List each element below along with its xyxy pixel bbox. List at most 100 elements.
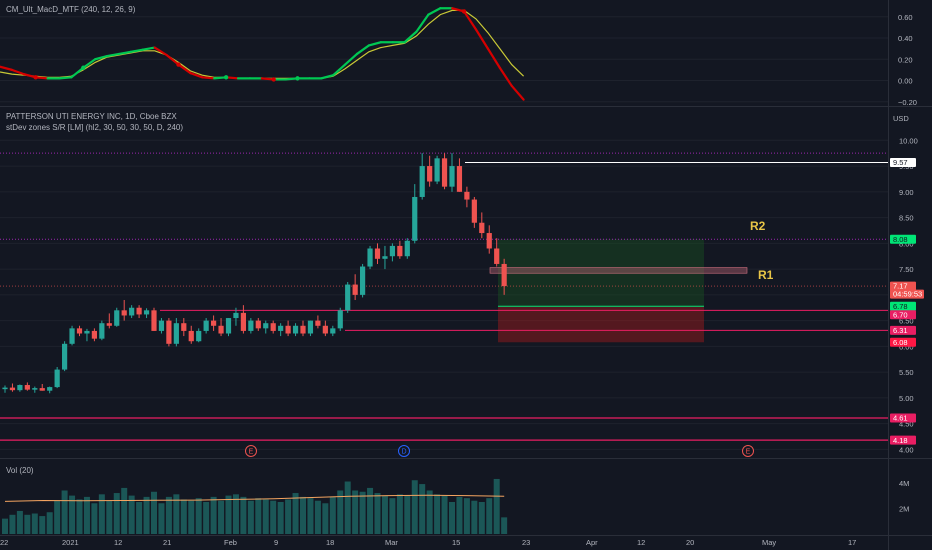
volume-pane[interactable]: [2, 478, 508, 534]
volume-bar: [419, 484, 426, 534]
candle[interactable]: [9, 383, 16, 392]
cross-dot: [461, 9, 467, 14]
candle[interactable]: [367, 245, 373, 270]
candle[interactable]: [307, 320, 314, 337]
candle[interactable]: [24, 382, 30, 391]
macd-segment: [177, 63, 192, 75]
candle[interactable]: [91, 328, 97, 342]
candle[interactable]: [449, 153, 455, 192]
indicator-tick: −0.20: [898, 98, 917, 107]
candle[interactable]: [471, 196, 477, 228]
candle[interactable]: [218, 318, 224, 337]
candle[interactable]: [54, 366, 60, 389]
macd-segment: [189, 71, 204, 79]
candle[interactable]: [143, 308, 150, 319]
candle[interactable]: [69, 325, 75, 346]
currency-label[interactable]: USD: [893, 114, 909, 123]
candle[interactable]: [382, 245, 388, 270]
candle[interactable]: [151, 307, 157, 331]
candle[interactable]: [32, 386, 38, 393]
candle[interactable]: [121, 300, 127, 321]
candle[interactable]: [114, 307, 120, 327]
volume-legend[interactable]: Vol (20): [6, 466, 34, 475]
candle[interactable]: [315, 315, 321, 329]
time-label: Apr: [586, 538, 598, 547]
candle-body: [374, 248, 381, 259]
time-axis[interactable]: 22 2021 12 21 Feb 9 18 Mar 15 23 Apr 12 20 May 17: [0, 538, 856, 547]
candle[interactable]: [285, 320, 291, 337]
candle[interactable]: [404, 238, 410, 259]
event-marker[interactable]: E: [742, 445, 754, 457]
candle[interactable]: [76, 325, 83, 337]
candle[interactable]: [337, 307, 343, 331]
price-tick: 7.50: [899, 265, 914, 274]
candle-body: [47, 387, 53, 391]
candle[interactable]: [322, 320, 328, 337]
candle[interactable]: [225, 318, 232, 337]
candle[interactable]: [397, 240, 403, 259]
volume-bar: [113, 493, 120, 534]
candle[interactable]: [106, 313, 112, 329]
candle[interactable]: [99, 320, 105, 341]
candle[interactable]: [456, 158, 463, 192]
candlestick-series[interactable]: [2, 153, 507, 394]
candle[interactable]: [427, 155, 433, 187]
candle[interactable]: [292, 323, 299, 337]
candle[interactable]: [278, 323, 284, 337]
price-tick: 8.50: [899, 214, 914, 223]
candle[interactable]: [62, 341, 68, 372]
candle[interactable]: [479, 212, 485, 239]
volume-bar: [136, 502, 143, 534]
candle[interactable]: [345, 281, 351, 313]
indicator-price-axis[interactable]: 0.60 0.40 0.20 0.00 −0.20: [898, 13, 917, 107]
indicator-pane[interactable]: [0, 7, 888, 103]
volume-axis[interactable]: 4M 2M: [899, 479, 909, 514]
candle[interactable]: [166, 318, 172, 347]
candle[interactable]: [494, 238, 500, 267]
candle[interactable]: [419, 153, 425, 200]
cross-dot: [223, 75, 229, 80]
candle[interactable]: [129, 305, 135, 319]
candle[interactable]: [203, 318, 209, 334]
candle[interactable]: [255, 318, 261, 331]
indicator-legend[interactable]: CM_Ult_MacD_MTF (240, 12, 26, 9): [6, 5, 136, 14]
candle[interactable]: [136, 305, 142, 319]
candle[interactable]: [248, 318, 254, 334]
symbol-title[interactable]: PATTERSON UTI ENERGY INC, 1D, Cboe BZX: [6, 112, 177, 121]
candle[interactable]: [464, 186, 470, 208]
candle[interactable]: [188, 325, 194, 344]
candle[interactable]: [17, 384, 23, 392]
candle[interactable]: [240, 305, 246, 334]
candle[interactable]: [181, 318, 187, 337]
candle[interactable]: [263, 320, 269, 334]
candle[interactable]: [47, 386, 53, 394]
candle[interactable]: [2, 385, 8, 393]
price-tick: 5.50: [899, 368, 914, 377]
zones-indicator-legend[interactable]: stDev zones S/R [LM] (hl2, 30, 50, 30, 5…: [6, 123, 183, 132]
event-marker[interactable]: E: [245, 445, 257, 457]
candle[interactable]: [233, 307, 239, 326]
candle[interactable]: [39, 383, 45, 391]
candle[interactable]: [196, 328, 202, 343]
candle[interactable]: [84, 328, 90, 342]
candle[interactable]: [352, 274, 358, 301]
candle[interactable]: [389, 243, 395, 262]
candle[interactable]: [501, 258, 507, 295]
event-marker[interactable]: D: [398, 445, 410, 457]
candle[interactable]: [300, 320, 306, 337]
macd-segment: [474, 28, 489, 50]
candle[interactable]: [211, 315, 217, 331]
candle[interactable]: [158, 318, 165, 334]
candle[interactable]: [270, 320, 276, 334]
candle[interactable]: [330, 325, 336, 337]
candle[interactable]: [374, 243, 381, 264]
candle[interactable]: [412, 184, 418, 244]
candle[interactable]: [441, 153, 448, 190]
candle[interactable]: [434, 155, 440, 185]
candle[interactable]: [486, 225, 492, 254]
candle[interactable]: [360, 263, 366, 298]
candle[interactable]: [173, 318, 179, 347]
